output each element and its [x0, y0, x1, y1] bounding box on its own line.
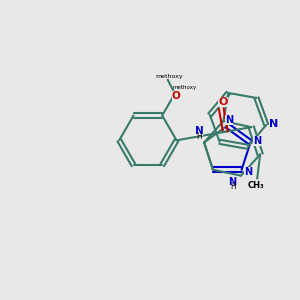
Text: N: N [244, 167, 252, 176]
Text: O: O [172, 92, 181, 101]
Text: H: H [230, 182, 236, 191]
Text: N: N [269, 119, 278, 129]
Text: N: N [229, 177, 237, 187]
Text: O: O [218, 97, 228, 107]
Text: N: N [253, 136, 261, 146]
Text: H: H [196, 132, 202, 141]
Text: methoxy: methoxy [155, 74, 183, 79]
Text: methoxy: methoxy [173, 85, 197, 90]
Text: CH₃: CH₃ [248, 182, 265, 190]
Text: N: N [225, 115, 233, 125]
Text: N: N [195, 126, 203, 136]
